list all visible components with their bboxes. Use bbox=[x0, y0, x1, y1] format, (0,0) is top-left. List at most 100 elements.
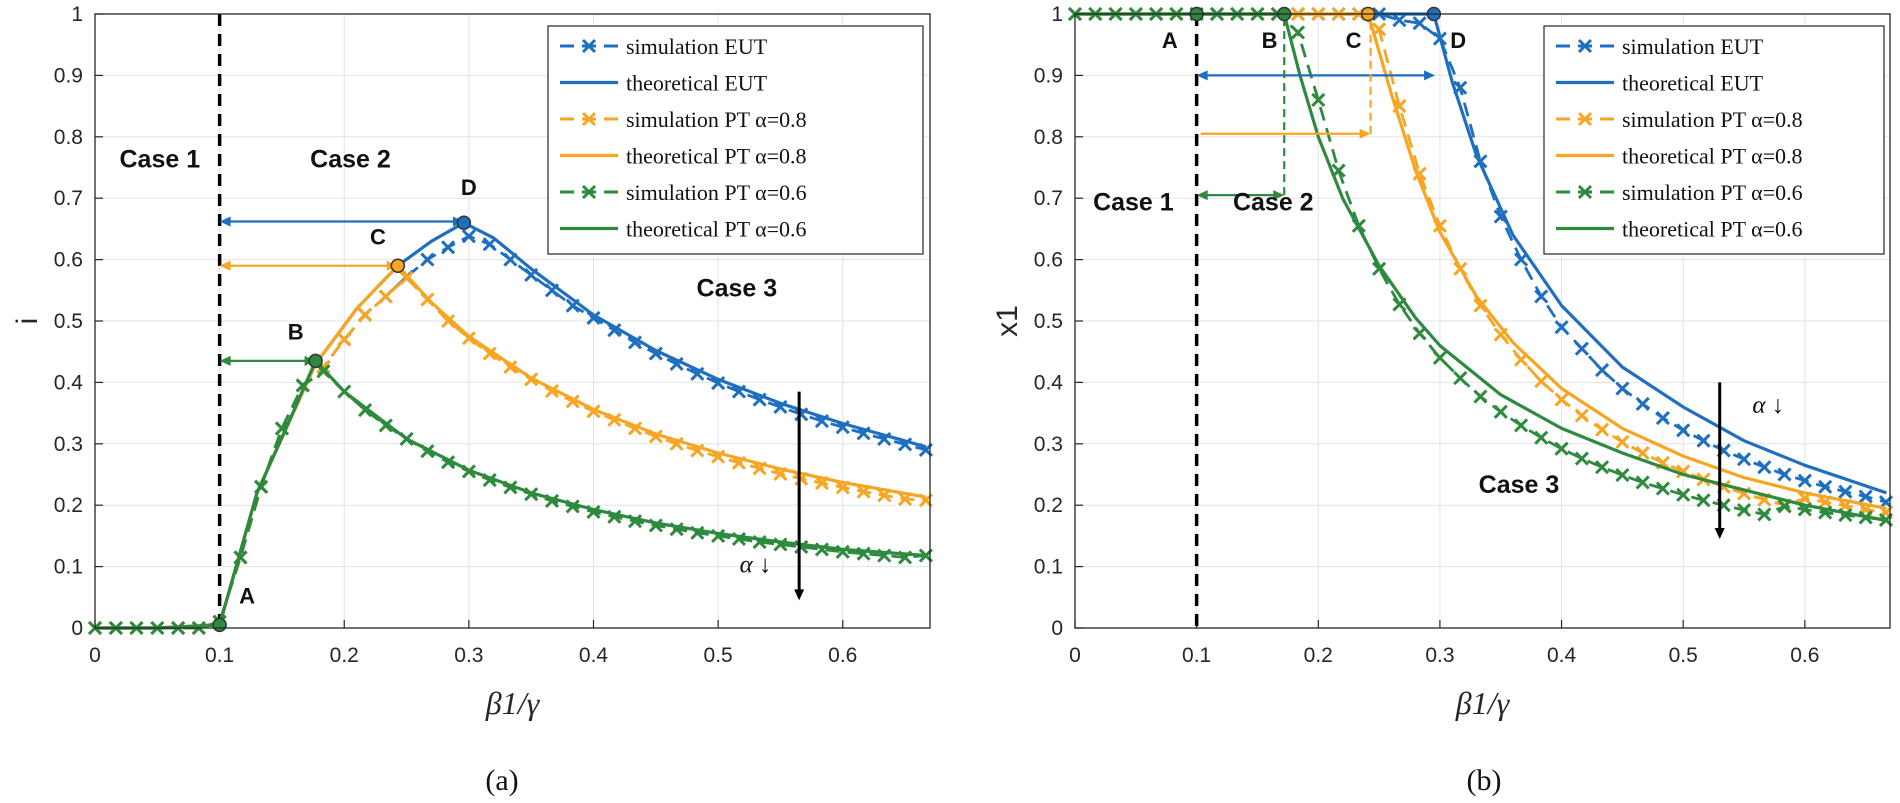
legend-entry: simulation PT α=0.8 bbox=[560, 107, 807, 132]
key-point-label: A bbox=[239, 583, 255, 608]
arrow-head-left bbox=[219, 260, 231, 271]
arrow-head-right bbox=[1359, 128, 1371, 139]
legend-swatch-marker bbox=[1577, 184, 1593, 200]
legend-entry: theoretical PT α=0.6 bbox=[560, 217, 807, 242]
legend-label: simulation PT α=0.8 bbox=[1622, 107, 1803, 132]
simulation-marker bbox=[1696, 433, 1711, 448]
simulation-marker bbox=[1838, 484, 1853, 499]
simulation-marker bbox=[1635, 396, 1650, 411]
arrow-head-right bbox=[1273, 190, 1285, 201]
y-tick-label: 0.9 bbox=[54, 64, 83, 87]
simulation-marker bbox=[1493, 404, 1508, 419]
x-tick-label: 0.3 bbox=[1425, 644, 1454, 667]
theoretical-line bbox=[1075, 12, 1887, 523]
y-tick-label: 0.4 bbox=[54, 371, 84, 394]
x-tick-label: 0 bbox=[89, 644, 101, 667]
x-tick-label: 0.2 bbox=[1304, 644, 1333, 667]
legend-entry: theoretical PT α=0.6 bbox=[1556, 217, 1803, 242]
x-tick-label: 0.6 bbox=[1790, 644, 1819, 667]
arrow-head-left bbox=[219, 355, 231, 366]
y-tick-label: 0.6 bbox=[54, 249, 83, 272]
theoretical-line bbox=[95, 359, 927, 630]
simulation-marker bbox=[441, 313, 456, 329]
simulation-marker bbox=[1736, 452, 1752, 467]
simulation-marker bbox=[1574, 408, 1589, 423]
alpha-trend-arrow: α ↓ bbox=[740, 391, 805, 601]
y-tick-label: 0.1 bbox=[1034, 556, 1063, 579]
legend-entry: simulation PT α=0.6 bbox=[560, 180, 807, 205]
range-arrow-green bbox=[1196, 20, 1286, 201]
y-tick-label: 0.2 bbox=[1034, 494, 1063, 517]
key-point-label: A bbox=[1162, 28, 1178, 53]
simulation-marker bbox=[1473, 298, 1488, 313]
simulation-marker bbox=[1676, 487, 1691, 502]
y-tick-label: 0.1 bbox=[54, 556, 83, 579]
simulation-marker bbox=[1595, 422, 1610, 437]
legend-swatch-marker bbox=[581, 111, 597, 127]
y-tick-label: 0 bbox=[1051, 617, 1063, 640]
legend-entry: theoretical EUT bbox=[1556, 71, 1764, 96]
range-arrow-orange bbox=[1200, 20, 1372, 139]
simulation-marker bbox=[441, 240, 456, 255]
y-tick-label: 0.8 bbox=[1034, 126, 1063, 149]
legend-entry: simulation PT α=0.8 bbox=[1556, 107, 1803, 132]
simulation-marker bbox=[1777, 467, 1792, 482]
legend-entry: simulation EUT bbox=[560, 34, 768, 59]
x-tick-label: 0.4 bbox=[579, 644, 609, 667]
simulation-marker bbox=[1432, 350, 1447, 365]
simulation-marker bbox=[1554, 441, 1569, 456]
simulation-marker bbox=[1574, 451, 1589, 466]
arrow-head-left bbox=[1196, 190, 1208, 201]
y-tick-label: 0 bbox=[71, 617, 83, 640]
simulation-marker bbox=[1757, 507, 1772, 522]
legend-label: theoretical EUT bbox=[1622, 71, 1764, 96]
y-tick-label: 0.3 bbox=[1034, 433, 1063, 456]
y-tick-label: 0.7 bbox=[1034, 187, 1063, 210]
simulation-marker bbox=[1595, 363, 1610, 378]
legend-label: theoretical PT α=0.6 bbox=[626, 217, 807, 242]
y-tick-label: 0.7 bbox=[54, 187, 83, 210]
simulation-marker bbox=[1392, 13, 1407, 28]
key-point-A bbox=[212, 617, 227, 633]
series-green-theo bbox=[95, 359, 927, 630]
case-label: Case 1 bbox=[1093, 188, 1174, 216]
simulation-marker bbox=[1635, 475, 1650, 490]
simulation-marker bbox=[627, 335, 643, 350]
legend-label: theoretical PT α=0.8 bbox=[1622, 144, 1803, 169]
key-point-B bbox=[308, 353, 323, 369]
trend-arrow-label: α ↓ bbox=[740, 552, 772, 579]
case-label: Case 1 bbox=[119, 146, 200, 174]
simulation-marker bbox=[1858, 489, 1873, 504]
y-tick-label: 0.4 bbox=[1034, 371, 1064, 394]
legend-label: theoretical PT α=0.6 bbox=[1622, 217, 1803, 242]
trend-arrow-head bbox=[794, 589, 805, 601]
simulation-marker bbox=[1412, 16, 1427, 31]
simulation-marker bbox=[1513, 418, 1529, 433]
panel-label: (b) bbox=[1467, 764, 1502, 797]
legend-label: theoretical PT α=0.8 bbox=[626, 144, 807, 169]
chart-panel-b: 0 0.1 0.2 0.3 0.4 0.5 0.6 0 0.1 0.2 0.3 0.4 0.5 0.6 0.… bbox=[991, 3, 1894, 797]
arrow-head-left bbox=[1196, 70, 1208, 81]
case-label: Case 2 bbox=[310, 146, 391, 174]
key-point-label: C bbox=[370, 224, 386, 249]
x-tick-label: 0.4 bbox=[1547, 644, 1577, 667]
simulation-marker bbox=[482, 237, 497, 252]
simulation-marker bbox=[461, 229, 476, 244]
simulation-marker bbox=[1595, 460, 1610, 475]
trend-arrow-head bbox=[1714, 527, 1725, 539]
legend-label: simulation EUT bbox=[1622, 34, 1764, 59]
simulation-marker bbox=[1534, 289, 1549, 304]
x-tick-label: 0.5 bbox=[704, 644, 733, 667]
simulation-marker bbox=[420, 252, 435, 267]
x-axis-label: β1/γ bbox=[485, 685, 541, 721]
case-label: Case 2 bbox=[1233, 188, 1314, 216]
case-label: Case 3 bbox=[1479, 471, 1560, 499]
simulation-marker bbox=[1534, 430, 1549, 445]
arrow-head-right bbox=[1424, 70, 1436, 81]
legend-label: simulation PT α=0.6 bbox=[1622, 180, 1803, 205]
simulation-marker bbox=[1513, 252, 1529, 267]
simulation-marker bbox=[1615, 468, 1630, 483]
alpha-trend-arrow: α ↓ bbox=[1714, 382, 1784, 539]
y-axis-label: i bbox=[11, 318, 44, 325]
